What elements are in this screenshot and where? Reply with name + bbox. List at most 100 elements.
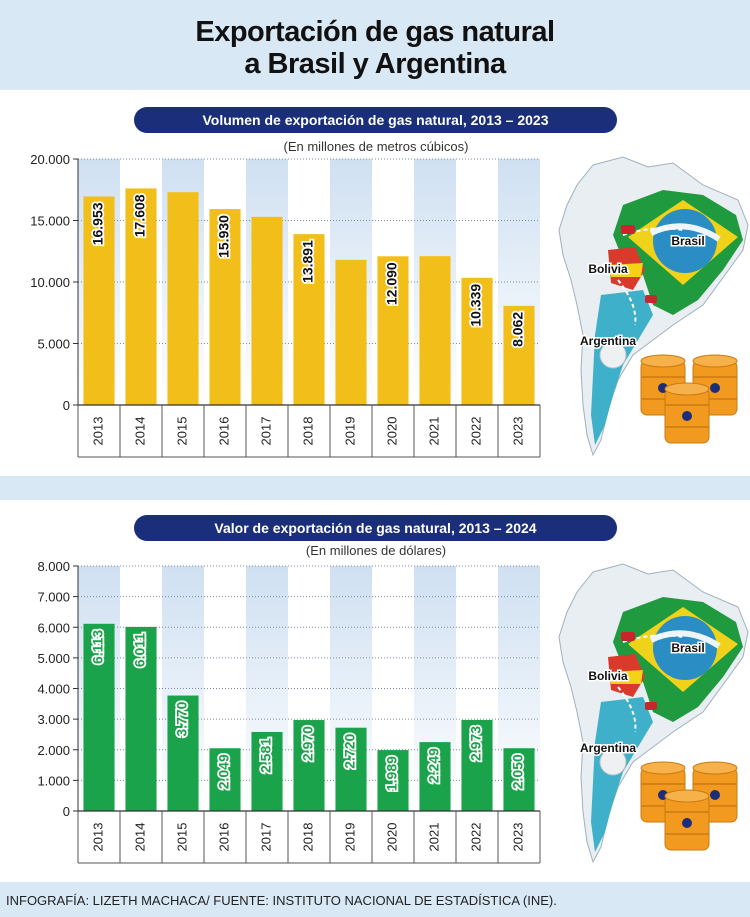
barrel-top [640, 761, 686, 775]
flag-band [649, 630, 721, 649]
bar [209, 748, 241, 811]
data-label: 1.989 [384, 756, 400, 791]
pipeline-route [622, 634, 684, 643]
data-label: 2.970 [300, 726, 316, 761]
bar [251, 216, 283, 405]
gas-barrel-icon [692, 354, 738, 416]
data-label: 2.049 [216, 754, 232, 789]
x-tick-label: 2022 [468, 823, 483, 852]
y-tick-label: 8.000 [37, 559, 70, 574]
x-tick-label: 2014 [132, 823, 147, 852]
sun-emblem [599, 748, 627, 776]
gas-barrel-icon [664, 789, 710, 851]
page-title: Exportación de gas natural a Brasil y Ar… [0, 0, 750, 88]
y-tick-label: 1.000 [37, 773, 70, 788]
bar [125, 188, 157, 405]
x-tick-label: 2013 [90, 417, 105, 446]
data-label: 2.720 [342, 733, 358, 768]
x-tick-label: 2014 [132, 417, 147, 446]
data-label: 6.011 [132, 633, 148, 667]
y-tick-label: 3.000 [37, 712, 70, 727]
bolivia-shape-band [608, 263, 643, 277]
pipeline-route [622, 227, 684, 236]
flag-band [649, 223, 721, 242]
x-tick-label: 2013 [90, 823, 105, 852]
data-label: 2.581 [258, 738, 274, 773]
bar [83, 196, 115, 405]
barrel-top [692, 354, 738, 368]
data-label: 15.930 [216, 215, 232, 258]
barrel-top [692, 761, 738, 775]
map-country-label: Bolivia [588, 669, 628, 683]
bar [83, 623, 115, 811]
x-tick-label: 2021 [426, 823, 441, 852]
volume-chart-title: Volumen de exportación de gas natural, 2… [134, 107, 617, 133]
barrel-top [664, 789, 710, 803]
data-label: 16.953 [90, 202, 106, 245]
bar [251, 731, 283, 811]
bar [377, 750, 409, 811]
data-label: 8.062 [510, 312, 526, 347]
x-tick-label: 2017 [258, 823, 273, 852]
bar [461, 277, 493, 405]
data-label: 13.891 [300, 240, 316, 283]
bar [167, 695, 199, 811]
x-tick-label: 2016 [216, 823, 231, 852]
data-label: 6.113 [90, 630, 106, 664]
data-label: 17.608 [132, 194, 148, 237]
x-tick-label: 2020 [384, 417, 399, 446]
map-country-label: Argentina [580, 741, 636, 755]
x-tick-label: 2018 [300, 823, 315, 852]
x-tick-label: 2015 [174, 417, 189, 446]
y-tick-label: 20.000 [30, 152, 70, 167]
bar [167, 192, 199, 405]
y-tick-label: 0 [63, 398, 70, 413]
pipeline-route [617, 686, 637, 733]
y-tick-label: 15.000 [30, 214, 70, 229]
data-label: 12.090 [384, 262, 400, 305]
x-tick-label: 2023 [510, 823, 525, 852]
bar [293, 234, 325, 405]
value-chart-subtitle: (En millones de dólares) [305, 543, 447, 558]
gas-drop-icon [682, 818, 692, 828]
data-label: 2.973 [468, 726, 484, 761]
x-tick-label: 2020 [384, 823, 399, 852]
title-line-1: Exportación de gas natural [195, 16, 555, 48]
x-tick-label: 2021 [426, 417, 441, 446]
gas-barrel-icon [664, 382, 710, 444]
bar [419, 742, 451, 811]
bar [377, 256, 409, 405]
value-chart-title: Valor de exportación de gas natural, 201… [134, 515, 617, 541]
data-label: 3.770 [174, 701, 190, 736]
y-tick-label: 10.000 [30, 275, 70, 290]
bolivia-shape-band [608, 670, 643, 684]
x-tick-label: 2015 [174, 823, 189, 852]
pipeline-route [617, 279, 637, 326]
y-tick-label: 7.000 [37, 590, 70, 605]
gas-drop-icon [682, 411, 692, 421]
truck-icon [645, 702, 657, 710]
y-tick-label: 6.000 [37, 620, 70, 635]
sun-emblem [599, 341, 627, 369]
barrel-top [640, 354, 686, 368]
bar [125, 626, 157, 811]
bar [419, 256, 451, 405]
data-label: 2.050 [510, 754, 526, 789]
x-tick-label: 2018 [300, 417, 315, 446]
bar [209, 209, 241, 405]
map-country-label: Brasil [671, 234, 704, 248]
volume-chart-subtitle: (En millones de metros cúbicos) [283, 139, 469, 154]
y-tick-label: 5.000 [37, 651, 70, 666]
argentina-shape [591, 697, 653, 852]
gas-drop-icon [710, 790, 720, 800]
y-tick-label: 0 [63, 804, 70, 819]
map-country-label: Brasil [671, 641, 704, 655]
x-tick-label: 2016 [216, 417, 231, 446]
data-label: 2.249 [426, 748, 442, 783]
south-america-map: Brasil Bolivia Argentina [558, 156, 749, 457]
data-label: 10.339 [468, 284, 484, 327]
y-tick-label: 2.000 [37, 743, 70, 758]
x-tick-label: 2017 [258, 417, 273, 446]
